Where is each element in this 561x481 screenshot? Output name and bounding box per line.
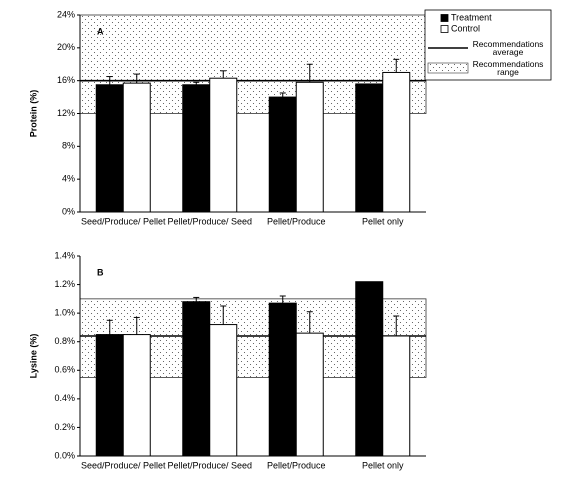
bar [355, 281, 384, 457]
x-tick-label: Seed/Produce/ Pellet [81, 460, 166, 470]
legend-range-key [427, 62, 469, 74]
bar [95, 334, 124, 457]
bar [182, 301, 211, 457]
y-tick-label: 0% [62, 206, 75, 216]
x-tick-label: Pellet only [362, 460, 404, 470]
bar [382, 335, 411, 457]
y-tick-label: 1.4% [54, 250, 75, 260]
legend-label: Control [451, 23, 480, 33]
y-tick-label: 1.2% [54, 279, 75, 289]
y-tick-label: 0.2% [54, 422, 75, 432]
x-tick-label: Pellet/Produce [267, 460, 326, 470]
panel-label: B [97, 267, 104, 277]
bar [95, 84, 124, 213]
y-tick-label: 0.6% [54, 365, 75, 375]
legend-label: Treatment [451, 12, 492, 22]
y-axis-label: Lysine (%) [28, 334, 38, 379]
panel-label: A [97, 26, 104, 36]
y-tick-label: 24% [57, 9, 75, 19]
y-axis-label: Protein (%) [28, 90, 38, 138]
bar [295, 81, 324, 213]
bar [122, 82, 151, 213]
y-tick-label: 0.0% [54, 450, 75, 460]
x-tick-label: Seed/Produce/ Pellet [81, 216, 166, 226]
legend-label-text: Recommendations average [472, 40, 544, 57]
bar [355, 83, 384, 213]
y-tick-label: 16% [57, 75, 75, 85]
x-tick-label: Pellet only [362, 216, 404, 226]
bar [122, 334, 151, 457]
y-tick-label: 4% [62, 174, 75, 184]
bar [209, 77, 238, 213]
y-tick-label: 20% [57, 42, 75, 52]
bar [182, 84, 211, 213]
bar [382, 71, 411, 213]
bar [268, 302, 297, 457]
bar [209, 324, 238, 457]
y-tick-label: 0.8% [54, 336, 75, 346]
y-tick-label: 1.0% [54, 308, 75, 318]
bar [268, 96, 297, 213]
legend-label: Recommendations average [472, 40, 544, 57]
y-tick-label: 0.4% [54, 393, 75, 403]
y-tick-label: 8% [62, 141, 75, 151]
x-tick-label: Pellet/Produce/ Seed [167, 216, 252, 226]
x-tick-label: Pellet/Produce/ Seed [167, 460, 252, 470]
y-tick-label: 12% [57, 108, 75, 118]
legend-swatch [440, 14, 449, 22]
legend-label: Recommendations range [472, 60, 544, 77]
bar [295, 332, 324, 457]
x-tick-label: Pellet/Produce [267, 216, 326, 226]
legend-swatch [440, 25, 449, 33]
legend-label-text: Recommendations range [472, 60, 544, 77]
